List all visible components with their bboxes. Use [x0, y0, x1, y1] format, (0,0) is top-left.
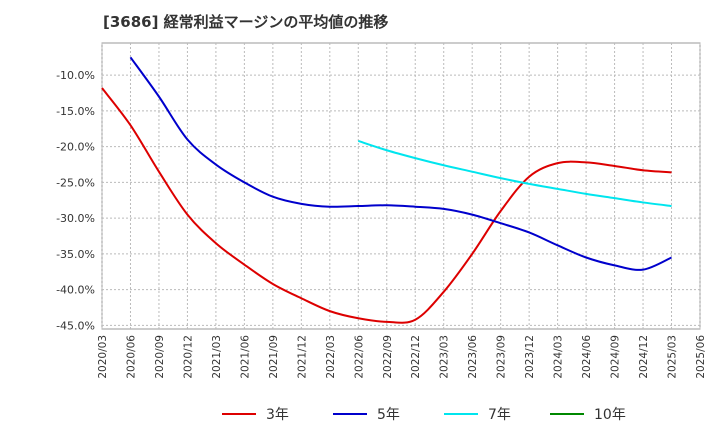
axes: -10.0% -15.0% -20.0% -25.0% -30.0% -35.0% -40.… [56, 69, 707, 378]
y-tick-label: -45.0% [56, 319, 95, 332]
legend-label: 3年 [266, 407, 289, 423]
grid-lines [101, 42, 701, 330]
x-tick-label: 2021/06 [239, 335, 251, 379]
series-line-3年 [101, 87, 672, 324]
x-tick-label: 2020/03 [97, 335, 109, 379]
x-tick-label: 2025/03 [667, 335, 679, 379]
x-tick-label: 2021/09 [268, 335, 280, 379]
legend-label: 10年 [594, 407, 626, 423]
x-tick-label: 2024/09 [610, 335, 622, 379]
legend-swatch [444, 413, 478, 415]
x-tick-label: 2023/09 [496, 335, 508, 379]
x-tick-label: 2024/03 [553, 335, 565, 379]
plot-frame [101, 42, 701, 330]
legend-item: 10年 [550, 404, 626, 424]
x-tick-label: 2023/03 [439, 335, 451, 379]
legend-item: 7年 [444, 404, 511, 424]
series-line-5年 [129, 56, 672, 271]
legend-item: 3年 [222, 404, 289, 424]
y-tick-label: -40.0% [56, 284, 95, 297]
x-tick-label: 2022/09 [382, 335, 394, 379]
legend-swatch [333, 413, 367, 415]
y-tick-label: -35.0% [56, 248, 95, 261]
x-tick-label: 2020/06 [125, 335, 137, 379]
x-tick-label: 2020/12 [182, 335, 194, 379]
legend-swatch [550, 413, 584, 415]
x-tick-label: 2025/06 [695, 335, 707, 379]
x-tick-label: 2022/06 [353, 335, 365, 379]
legend-label: 5年 [377, 407, 400, 423]
x-tick-label: 2020/09 [154, 335, 166, 379]
legend: 3年 5年 7年 10年 [0, 404, 720, 428]
y-tick-label: -20.0% [56, 141, 95, 154]
x-tick-label: 2021/03 [211, 335, 223, 379]
series-line-7年 [357, 140, 672, 208]
y-tick-label: -25.0% [56, 176, 95, 189]
x-tick-label: 2023/06 [467, 335, 479, 379]
y-tick-label: -10.0% [56, 69, 95, 82]
x-tick-label: 2022/12 [410, 335, 422, 379]
line-chart: -10.0% -15.0% -20.0% -25.0% -30.0% -35.0% -40.… [56, 42, 707, 379]
x-tick-label: 2024/12 [638, 335, 650, 379]
x-tick-label: 2022/03 [325, 335, 337, 379]
x-tick-label: 2023/12 [524, 335, 536, 379]
x-tick-label: 2021/12 [296, 335, 308, 379]
series-lines [101, 56, 672, 324]
y-tick-label: -30.0% [56, 212, 95, 225]
chart-title: [3686] 経常利益マージンの平均値の推移 [103, 13, 389, 31]
legend-label: 7年 [488, 407, 511, 423]
legend-swatch [222, 413, 256, 415]
legend-item: 5年 [333, 404, 400, 424]
y-tick-label: -15.0% [56, 105, 95, 118]
x-tick-label: 2024/06 [581, 335, 593, 379]
